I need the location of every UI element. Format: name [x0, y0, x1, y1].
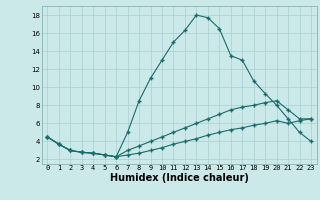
X-axis label: Humidex (Indice chaleur): Humidex (Indice chaleur) — [110, 173, 249, 183]
